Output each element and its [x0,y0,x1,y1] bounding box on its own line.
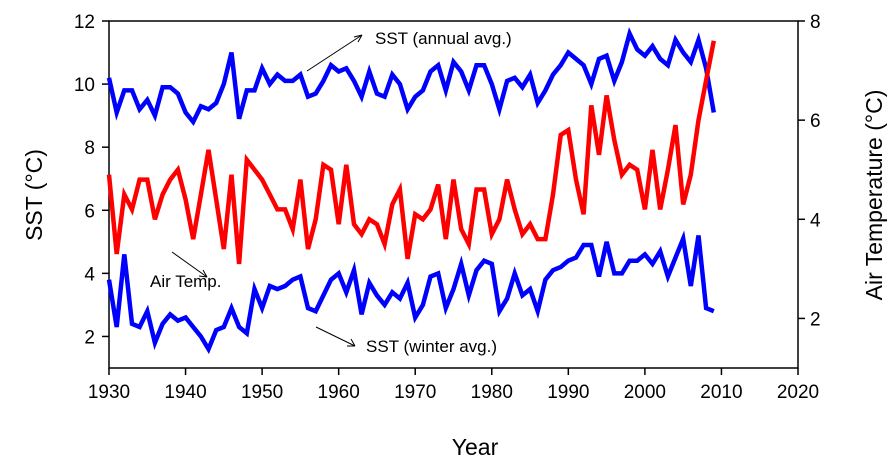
annotation-sst-winter: SST (winter avg.) [366,337,497,356]
series-layer [106,27,717,355]
annotation-arrows [171,34,363,347]
x-tick-label: 1930 [88,382,130,403]
annotation-arrow-sst-annual [306,34,363,72]
right-y-tick-label: 8 [810,12,821,33]
left-y-tick-label: 12 [74,12,95,33]
right-y-tick-label: 6 [810,111,821,132]
air-temp-line [106,40,717,265]
x-tick-label: 2010 [700,382,742,403]
x-tick-label: 1940 [164,382,206,403]
sst-annual-line [106,27,717,127]
annotation-arrow-sst-winter [315,326,356,347]
annotation-sst-annual: SST (annual avg.) [375,29,512,48]
right-y-axis-title: Air Temperature (°C) [861,90,887,301]
x-tick-label: 1980 [471,382,513,403]
x-axis-title: Year [452,434,499,460]
left-y-tick-label: 4 [84,264,95,285]
annotation-arrowhead-sst-winter [347,338,356,347]
annotation-arrow-air-temp [171,251,208,278]
sst-winter-line [106,230,715,355]
left-y-tick-label: 10 [74,75,95,96]
x-tick-label: 1960 [318,382,360,403]
annotation-arrowhead-sst-annual [353,34,363,43]
left-y-axis-title: SST (°C) [21,149,47,241]
x-tick-label: 1950 [241,382,283,403]
left-y-axis: 2 4 6 8 10 12 [74,12,109,348]
x-tick-label: 1970 [394,382,436,403]
right-y-tick-label: 2 [810,309,821,330]
right-y-axis: 2 4 6 8 [798,12,821,330]
right-y-tick-label: 4 [810,210,821,231]
annotation-arrowhead-air-temp [198,269,208,278]
x-axis: 1930 1940 1950 1960 1970 1980 1990 2000 2010 2020 [88,368,819,403]
x-tick-label: 1990 [547,382,589,403]
x-tick-label: 2000 [624,382,666,403]
x-tick-label: 2020 [777,382,819,403]
annotation-air-temp: Air Temp. [150,272,222,291]
left-y-tick-label: 2 [84,327,95,348]
left-y-tick-label: 8 [84,138,95,159]
left-y-tick-label: 6 [84,201,95,222]
